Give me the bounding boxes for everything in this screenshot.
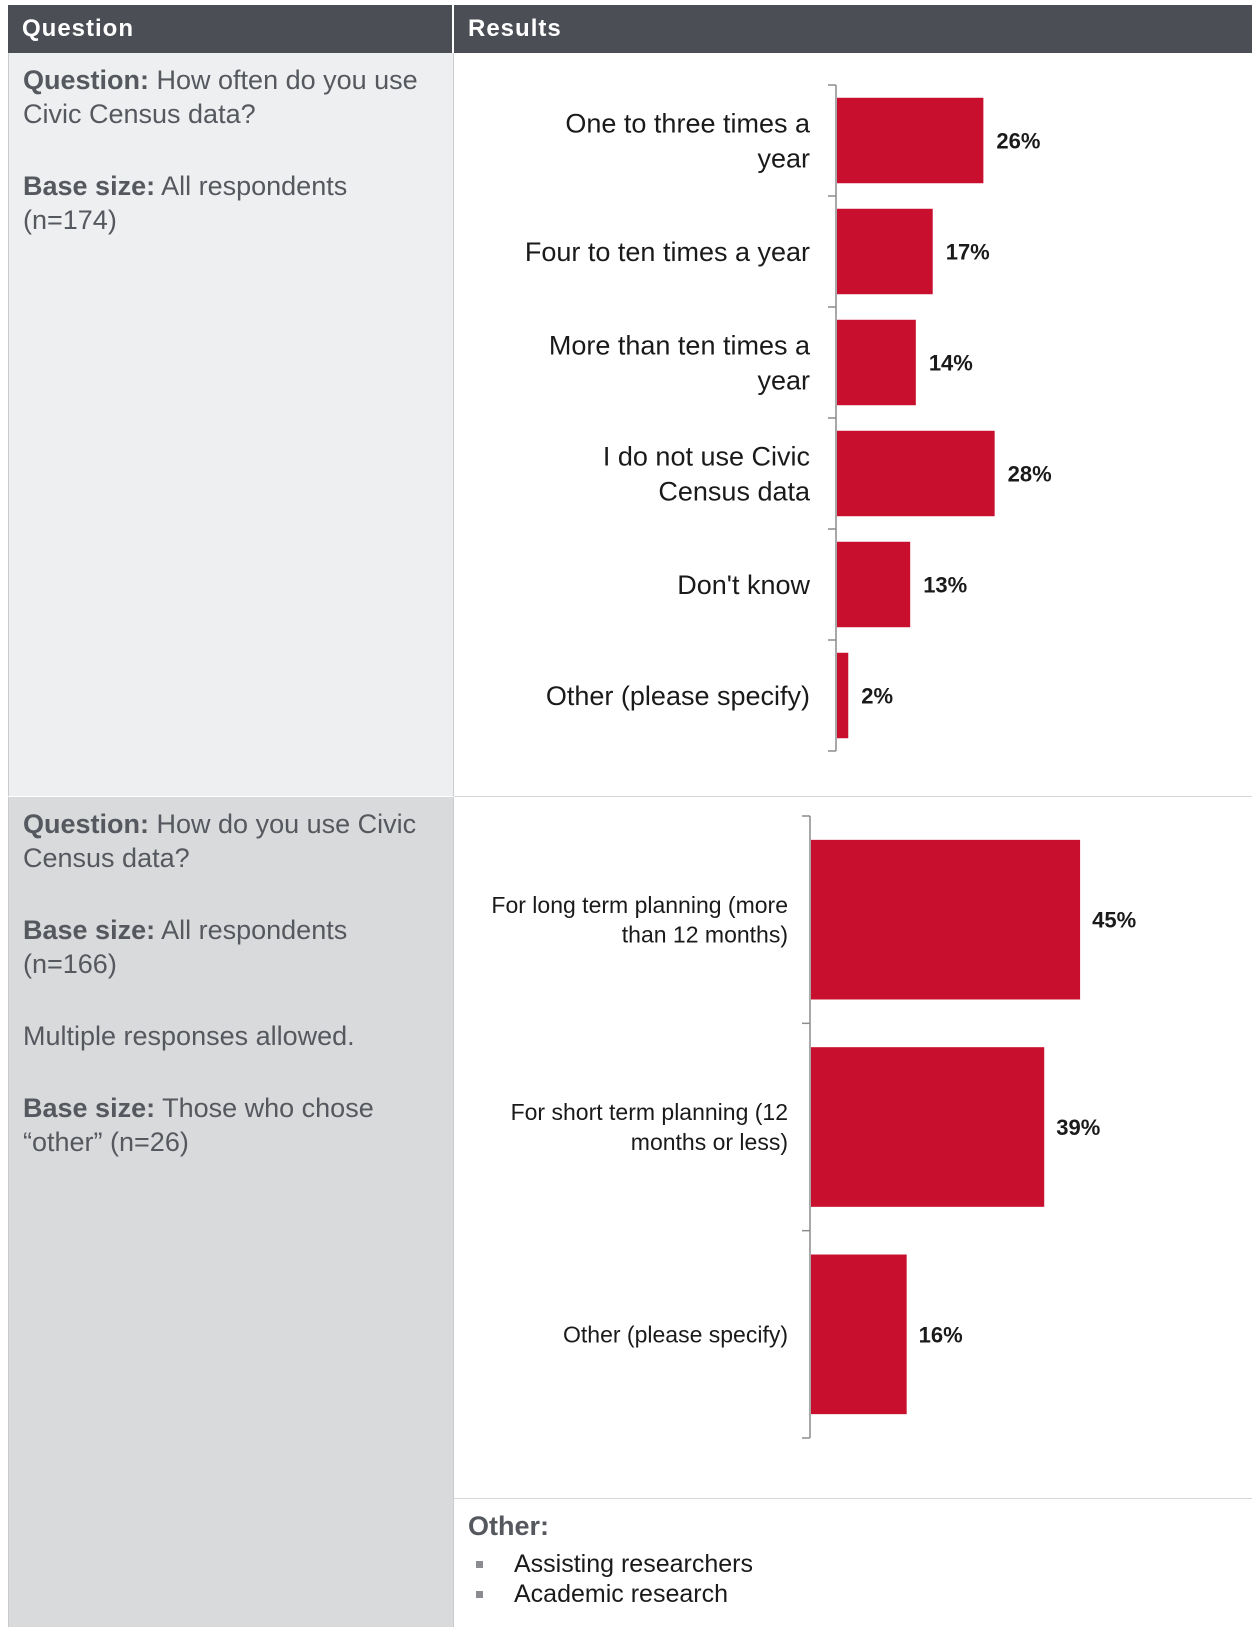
data-label: 28%: [1008, 461, 1052, 486]
data-label: 17%: [946, 239, 990, 264]
other-title: Other:: [468, 1511, 549, 1541]
bar: [837, 208, 933, 295]
data-label: 26%: [996, 128, 1040, 153]
question-2: Question: How do you use Civic Census da…: [23, 809, 417, 873]
results-cell-2: 45% For long term planning (more than 12 m…: [454, 797, 1252, 1499]
category-label: One to three times a year: [565, 108, 811, 173]
base-size-1: Base size: All respondents (n=174): [23, 171, 348, 235]
base-size-other: Base size: Those who chose “other” (n=26…: [23, 1093, 374, 1157]
bar: [811, 1047, 1045, 1207]
other-item: Assisting researchers: [468, 1549, 753, 1579]
other-list: Assisting researchers Academic research: [468, 1549, 753, 1609]
survey-results-table: Question Results Question: How often do …: [8, 5, 1252, 1627]
bar: [837, 652, 849, 739]
square-bullet-icon: [476, 1591, 483, 1598]
usage-purpose-chart: 45% For long term planning (more than 12 m…: [491, 815, 1136, 1439]
square-bullet-icon: [476, 1561, 483, 1568]
data-label: 39%: [1056, 1115, 1100, 1140]
bar: [811, 1254, 907, 1415]
data-label: 14%: [929, 350, 973, 375]
bar: [837, 430, 995, 517]
bar: [837, 319, 916, 406]
other-item: Academic research: [468, 1579, 753, 1609]
category-label: Don't know: [677, 570, 810, 600]
multiple-responses-note: Multiple responses allowed.: [23, 1021, 355, 1051]
bar: [837, 97, 984, 184]
data-label: 45%: [1092, 908, 1136, 933]
bar: [837, 541, 911, 628]
category-label: For long term planning (more than 12 mont…: [491, 892, 788, 948]
data-label: 2%: [861, 683, 893, 708]
data-label: 13%: [923, 572, 967, 597]
question-cell-2: Question: How do you use Civic Census da…: [8, 797, 454, 1627]
question-cell-1: Question: How often do you use Civic Cen…: [8, 53, 454, 796]
usage-frequency-chart: 26% One to three times a year 17% Four to te…: [525, 84, 1052, 752]
data-label: 16%: [919, 1322, 963, 1347]
category-label: More than ten times a year: [549, 330, 811, 395]
results-column-header: Results: [454, 5, 1252, 53]
category-label: Four to ten times a year: [525, 237, 810, 267]
bar: [811, 839, 1081, 1000]
results-cell-1: 26% One to three times a year 17% Four to te…: [454, 53, 1252, 797]
category-label: Other (please specify): [546, 681, 810, 711]
base-size-2: Base size: All respondents (n=166): [23, 915, 348, 979]
other-responses-cell: Other: Assisting researchers Academic re…: [454, 1499, 1252, 1627]
category-label: For short term planning (12 months or les…: [511, 1099, 788, 1155]
question-1: Question: How often do you use Civic Cen…: [23, 65, 418, 129]
category-label: Other (please specify): [563, 1321, 788, 1347]
category-label: I do not use Civic Census data: [603, 441, 811, 506]
question-column-header: Question: [8, 5, 452, 53]
